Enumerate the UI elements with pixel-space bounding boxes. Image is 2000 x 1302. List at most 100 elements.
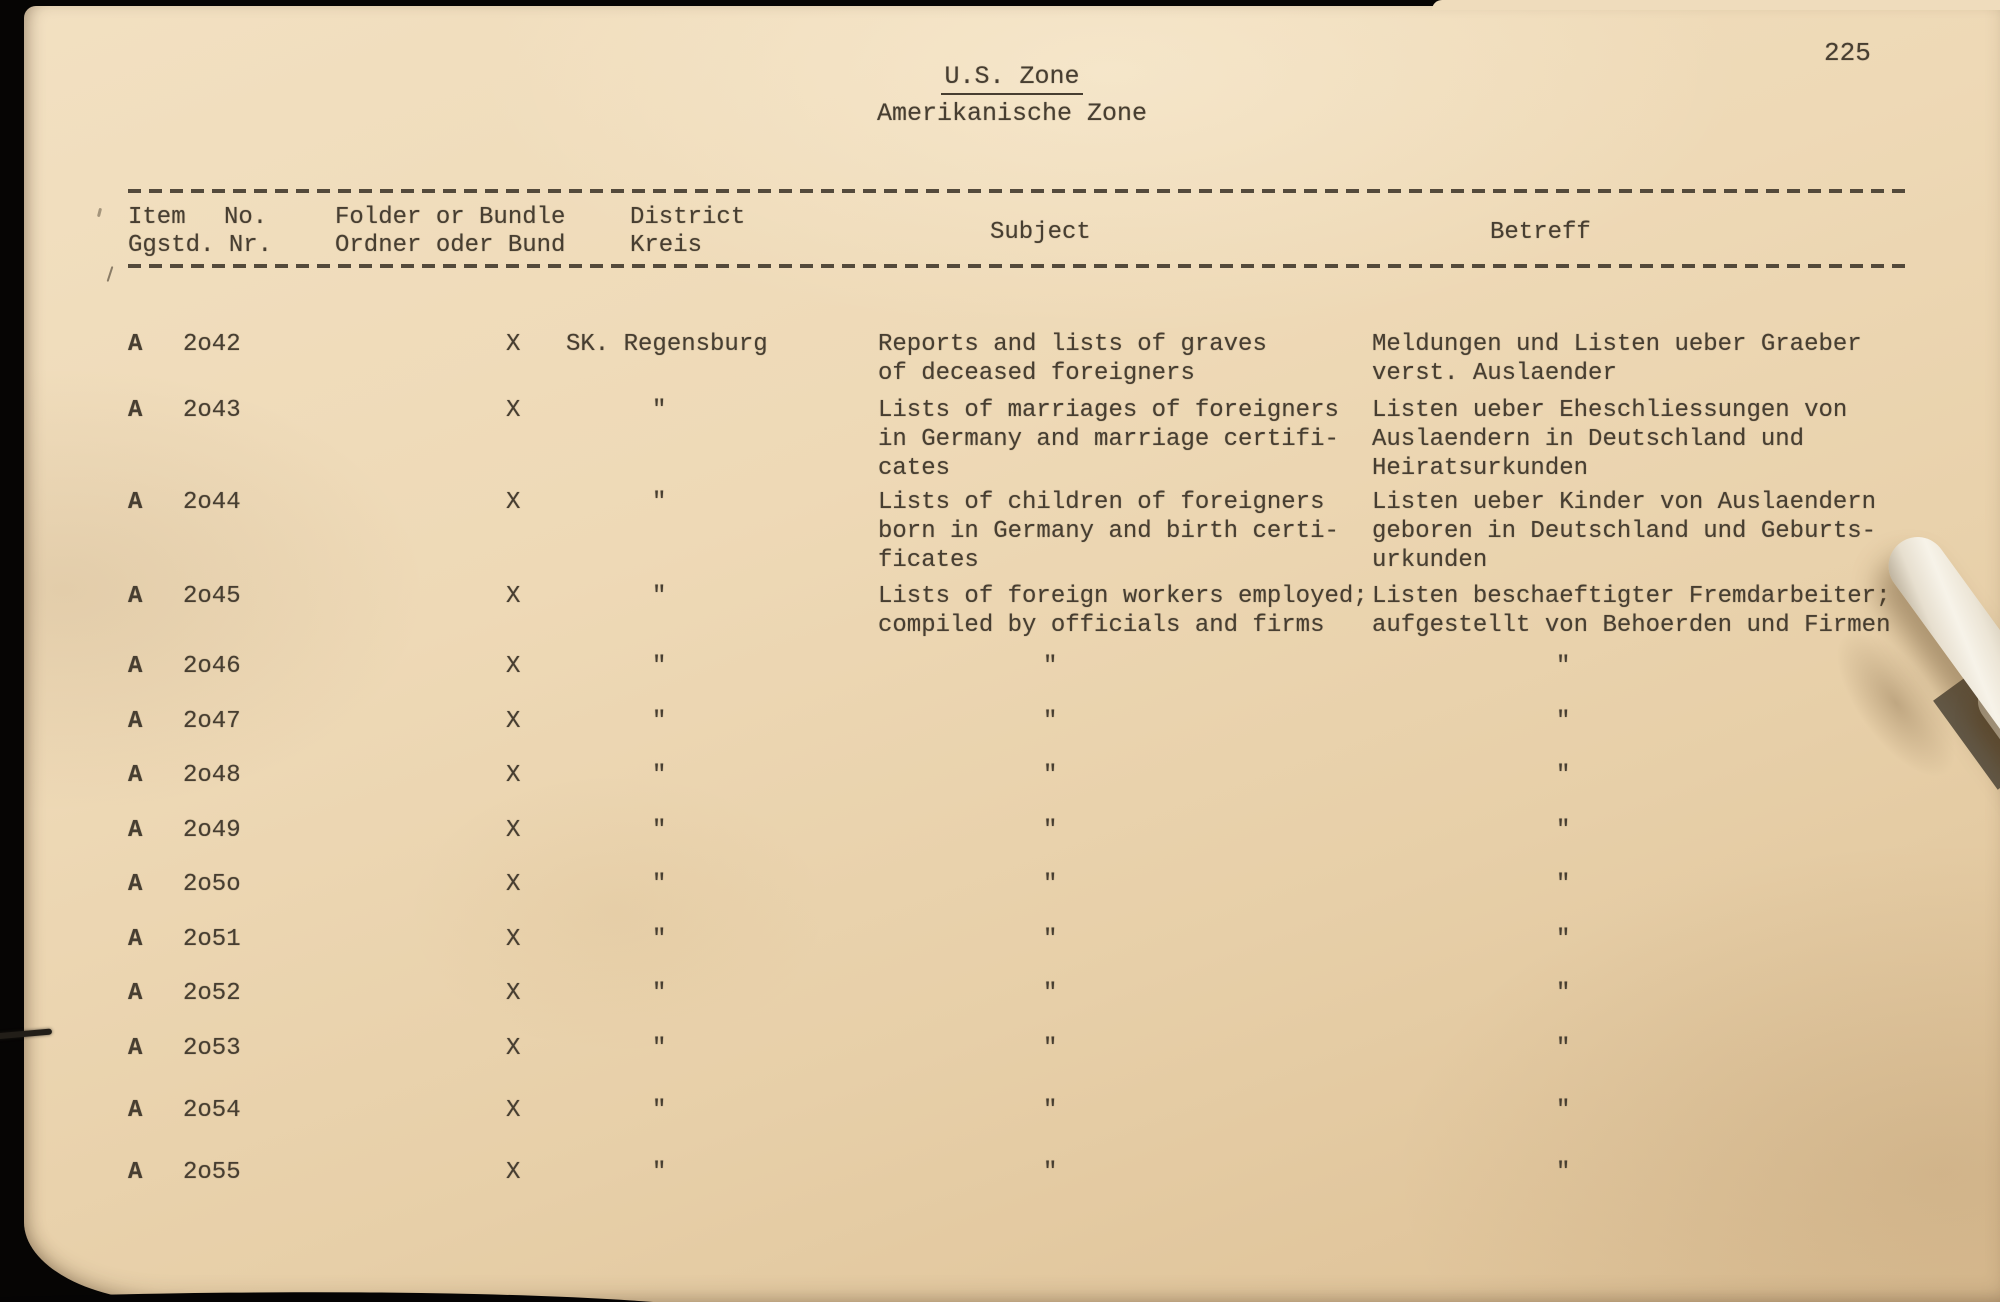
cell-item-number: 2o44 <box>183 489 241 516</box>
table-header-rule <box>128 264 1908 268</box>
cell-item-letter: A <box>128 653 143 680</box>
cell-folder-mark: X <box>506 583 521 610</box>
cell-item-number: 2o45 <box>183 583 241 610</box>
cell-district: " <box>652 762 667 789</box>
cell-item-number: 2o48 <box>183 762 241 789</box>
cell-item-letter: A <box>128 583 143 610</box>
cell-item-number: 2o53 <box>183 1035 241 1062</box>
cell-folder-mark: X <box>506 331 521 358</box>
cell-subject: " <box>1043 1097 1058 1124</box>
cell-subject: Lists of children of foreigners born in … <box>878 489 1339 574</box>
page-subtitle: Amerikanische Zone <box>876 99 1148 128</box>
cell-item-number: 2o47 <box>183 708 241 735</box>
title-block: U.S. Zone Amerikanische Zone <box>712 62 1312 129</box>
header-item-no: No. <box>224 204 268 231</box>
cell-subject: " <box>1043 653 1058 680</box>
cell-item-number: 2o43 <box>183 397 241 424</box>
cell-item-letter: A <box>128 397 143 424</box>
cell-district: SK. Regensburg <box>566 331 768 358</box>
cell-folder-mark: X <box>506 980 521 1007</box>
cell-folder-mark: X <box>506 1159 521 1186</box>
cell-district: " <box>652 489 667 516</box>
cell-district: " <box>652 926 667 953</box>
header-betreff: Betreff <box>1490 219 1591 246</box>
header-item-en: Item <box>128 204 186 231</box>
cell-district: " <box>652 817 667 844</box>
cell-betreff: " <box>1556 1035 1571 1062</box>
header-subject: Subject <box>990 219 1091 246</box>
cell-folder-mark: X <box>506 489 521 516</box>
cell-subject: Lists of marriages of foreigners in Germ… <box>878 397 1339 482</box>
cell-item-letter: A <box>128 1159 143 1186</box>
cell-folder-mark: X <box>506 871 521 898</box>
cell-betreff: " <box>1556 708 1571 735</box>
cell-item-letter: A <box>128 489 143 516</box>
cell-district: " <box>652 1159 667 1186</box>
cell-betreff: " <box>1556 653 1571 680</box>
paper-top-edge <box>1432 0 2000 10</box>
cell-item-letter: A <box>128 980 143 1007</box>
cell-subject: " <box>1043 1035 1058 1062</box>
cell-item-letter: A <box>128 762 143 789</box>
cell-betreff: Listen ueber Eheschliessungen von Auslae… <box>1372 397 1848 482</box>
cell-betreff: " <box>1556 762 1571 789</box>
cell-betreff: Listen beschaeftigter Fremdarbeiter; auf… <box>1372 583 1891 639</box>
cell-betreff: Meldungen und Listen ueber Graeber verst… <box>1372 331 1862 387</box>
cell-folder-mark: X <box>506 762 521 789</box>
cell-folder-mark: X <box>506 653 521 680</box>
cell-folder-mark: X <box>506 397 521 424</box>
header-district-en: District <box>630 204 746 231</box>
cell-folder-mark: X <box>506 1097 521 1124</box>
header-folder-de: Ordner oder Bund <box>335 232 566 259</box>
cell-item-number: 2o46 <box>183 653 241 680</box>
cell-item-number: 2o52 <box>183 980 241 1007</box>
cell-item-letter: A <box>128 817 143 844</box>
cell-folder-mark: X <box>506 926 521 953</box>
cell-item-letter: A <box>128 708 143 735</box>
cell-subject: " <box>1043 762 1058 789</box>
cell-item-number: 2o5o <box>183 871 241 898</box>
cell-subject: Lists of foreign workers employed; compi… <box>878 583 1368 639</box>
cell-folder-mark: X <box>506 1035 521 1062</box>
cell-betreff: " <box>1556 817 1571 844</box>
cell-betreff: " <box>1556 926 1571 953</box>
cell-district: " <box>652 708 667 735</box>
cell-district: " <box>652 1035 667 1062</box>
cell-subject: Reports and lists of graves of deceased … <box>878 331 1267 387</box>
cell-betreff: " <box>1556 1097 1571 1124</box>
cell-item-letter: A <box>128 871 143 898</box>
table-top-rule <box>128 189 1908 193</box>
cell-betreff: " <box>1556 871 1571 898</box>
paper-sheet <box>24 6 2000 1302</box>
cell-folder-mark: X <box>506 817 521 844</box>
cell-subject: " <box>1043 708 1058 735</box>
page-title: U.S. Zone <box>712 62 1312 95</box>
cell-subject: " <box>1043 1159 1058 1186</box>
cell-item-letter: A <box>128 926 143 953</box>
cell-item-letter: A <box>128 331 143 358</box>
header-item-de: Ggstd. Nr. <box>128 232 273 259</box>
cell-folder-mark: X <box>506 708 521 735</box>
page-number: 225 <box>1824 38 1871 68</box>
cell-item-number: 2o51 <box>183 926 241 953</box>
cell-district: " <box>652 397 667 424</box>
cell-subject: " <box>1043 817 1058 844</box>
cell-subject: " <box>1043 980 1058 1007</box>
header-district-de: Kreis <box>630 232 703 259</box>
cell-item-letter: A <box>128 1097 143 1124</box>
cell-betreff: " <box>1556 980 1571 1007</box>
cell-district: " <box>652 980 667 1007</box>
cell-betreff: " <box>1556 1159 1571 1186</box>
cell-district: " <box>652 653 667 680</box>
cell-item-number: 2o42 <box>183 331 241 358</box>
cell-subject: " <box>1043 871 1058 898</box>
cell-subject: " <box>1043 926 1058 953</box>
cell-item-number: 2o54 <box>183 1097 241 1124</box>
cell-betreff: Listen ueber Kinder von Auslaendern gebo… <box>1372 489 1877 574</box>
cell-district: " <box>652 583 667 610</box>
cell-item-letter: A <box>128 1035 143 1062</box>
cell-district: " <box>652 871 667 898</box>
cell-item-number: 2o55 <box>183 1159 241 1186</box>
header-folder-en: Folder or Bundle <box>335 204 566 231</box>
